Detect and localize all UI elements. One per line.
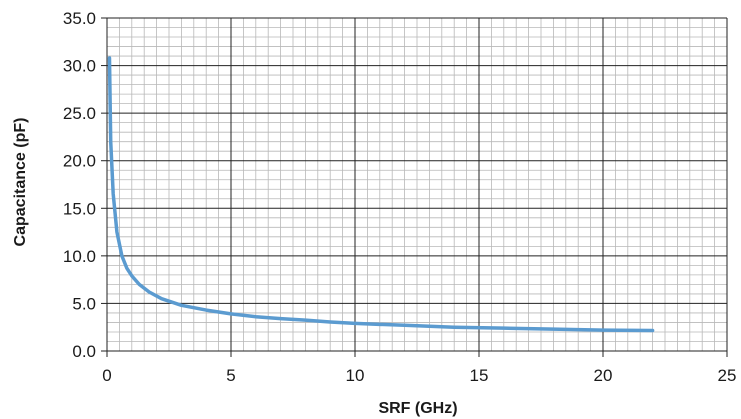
x-tick-label: 5 [226, 366, 235, 385]
x-tick-label: 10 [346, 366, 365, 385]
y-tick-label: 10.0 [63, 247, 96, 266]
x-axis-title: SRF (GHz) [378, 400, 457, 417]
y-tick-label: 35.0 [63, 9, 96, 28]
y-tick-label: 20.0 [63, 152, 96, 171]
major-gridlines [101, 17, 728, 357]
y-axis-title: Capacitance (pF) [12, 118, 29, 247]
y-tick-label: 5.0 [72, 294, 96, 313]
y-tick-label: 25.0 [63, 104, 96, 123]
minor-gridlines [107, 18, 727, 351]
tick-labels: 0 5 10 15 20 25 0.0 5.0 10.0 15.0 20.0 25.0 30.0 35.0 [63, 9, 737, 385]
series-layer [107, 56, 655, 333]
y-tick-label: 30.0 [63, 57, 96, 76]
x-tick-label: 20 [594, 366, 613, 385]
x-tick-label: 25 [718, 366, 737, 385]
series-line-1 [107, 56, 655, 333]
y-tick-label: 15.0 [63, 199, 96, 218]
x-tick-label: 15 [470, 366, 489, 385]
x-tick-label: 0 [102, 366, 111, 385]
y-tick-label: 0.0 [72, 342, 96, 361]
